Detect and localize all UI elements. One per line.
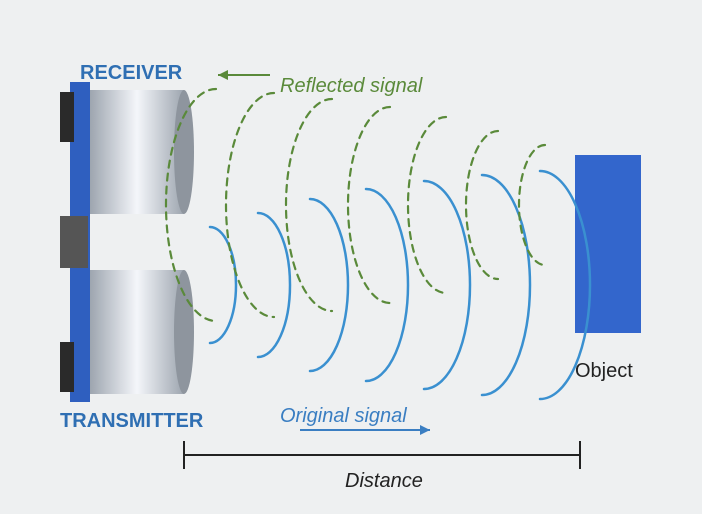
transmitter-label: TRANSMITTER xyxy=(60,410,203,433)
reflected-label: Reflected signal xyxy=(280,75,422,98)
original-label: Original signal xyxy=(280,405,407,428)
reflected-wave xyxy=(226,93,274,317)
original-wave xyxy=(310,199,348,371)
receiver-label: RECEIVER xyxy=(80,62,182,85)
distance-label: Distance xyxy=(345,470,423,493)
transmitter-cap xyxy=(174,270,194,394)
reflected-wave xyxy=(348,107,390,303)
object-block xyxy=(575,155,641,333)
sensor-connector1 xyxy=(60,92,74,142)
transmitter-cylinder xyxy=(90,270,184,394)
sensor-connector3 xyxy=(60,342,74,392)
reflected-wave xyxy=(408,117,446,293)
reflected-wave xyxy=(519,145,545,265)
original-wave xyxy=(482,175,530,395)
reflected-wave xyxy=(466,131,498,279)
original-wave xyxy=(366,189,408,381)
original-wave xyxy=(258,213,290,357)
receiver-cap xyxy=(174,90,194,214)
sensor-connector2 xyxy=(60,216,88,268)
receiver-cylinder xyxy=(90,90,184,214)
original-wave xyxy=(210,227,236,343)
reflected-arrowhead xyxy=(218,70,228,80)
original-arrowhead xyxy=(420,425,430,435)
object-label: Object xyxy=(575,360,633,383)
